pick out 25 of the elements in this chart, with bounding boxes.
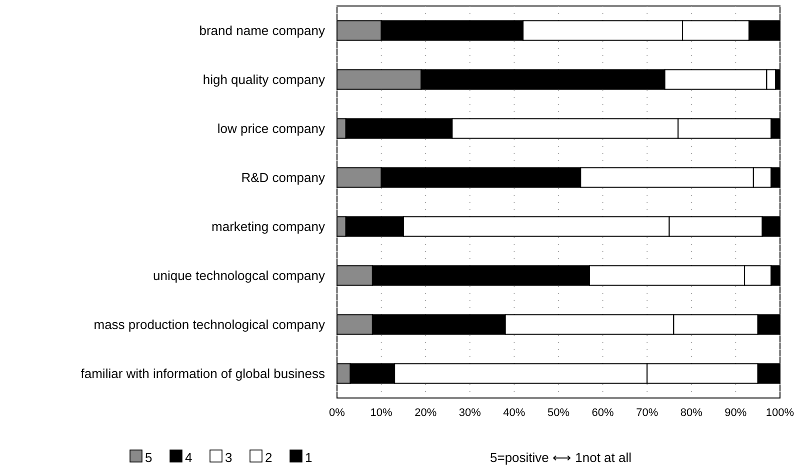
x-tick-label: 10% (370, 407, 393, 419)
legend-label: 3 (225, 450, 232, 465)
y-tick-label: marketing company (212, 219, 326, 234)
x-tick-label: 0% (329, 407, 346, 419)
x-tick-label: 20% (414, 407, 437, 419)
legend-label: 1 (305, 450, 312, 465)
x-tick-label: 50% (547, 407, 570, 419)
x-tick-label: 100% (766, 407, 794, 419)
y-tick-label: R&D company (241, 170, 326, 185)
y-tick-label: brand name company (199, 23, 326, 38)
y-tick-label: unique technologcal company (152, 268, 326, 283)
y-tick-label: familiar with information of global business (80, 366, 326, 381)
y-tick-label: mass production technological company (94, 317, 326, 332)
x-tick-label: 70% (636, 407, 658, 419)
x-tick-label: 60% (592, 407, 614, 419)
y-tick-label: high quality company (202, 72, 326, 87)
legend-label: 4 (185, 450, 192, 465)
y-tick-label: low price company (217, 121, 326, 136)
x-tick-label: 90% (724, 407, 747, 419)
legend-label: 2 (265, 450, 272, 465)
x-tick-label: 40% (503, 407, 526, 419)
legend-label: 5 (145, 450, 152, 465)
text: 5=positive ⟷ 1not at all (490, 450, 632, 465)
x-tick-label: 80% (680, 407, 703, 419)
x-tick-label: 30% (458, 407, 482, 419)
